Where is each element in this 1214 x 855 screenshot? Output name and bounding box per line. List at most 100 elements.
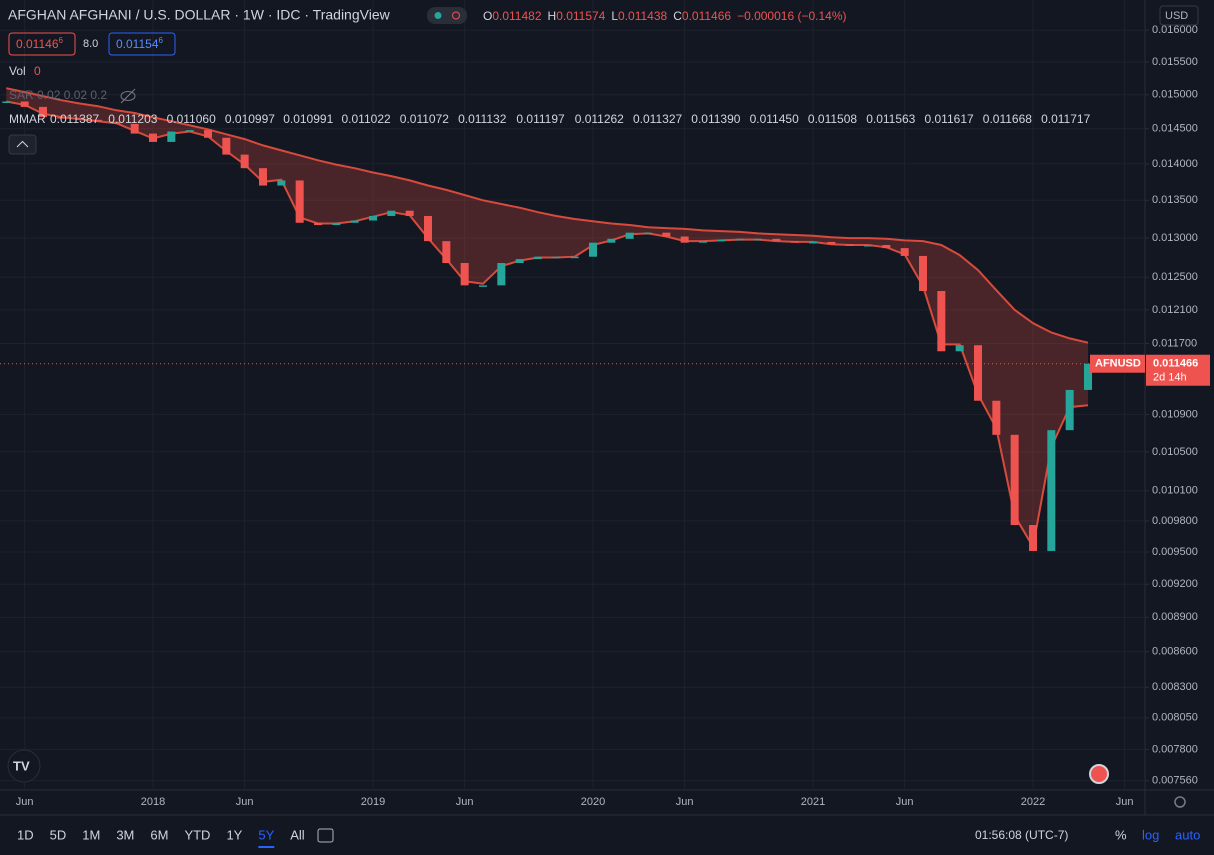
candle (94, 119, 102, 122)
range-button[interactable]: 1D (17, 827, 34, 842)
candle (75, 117, 84, 120)
candle (589, 242, 597, 257)
axis: 0.016000 0.015500 0.015000 0.014500 0.014000… (16, 24, 1210, 808)
x-tick-label: Jun (676, 796, 694, 808)
collapse-button[interactable] (8, 134, 37, 155)
mmar-value: 0.010997 (225, 112, 275, 126)
candle (222, 137, 231, 155)
flag-icon[interactable] (1089, 764, 1109, 784)
candle (204, 130, 212, 138)
candle (937, 291, 946, 352)
vol-value: 0 (34, 64, 41, 78)
range-button[interactable]: 5Y (258, 827, 274, 842)
y-tick-label: 0.008050 (1152, 712, 1198, 724)
y-tick-label: 0.008600 (1152, 646, 1198, 658)
candle (497, 262, 506, 286)
mmar-value: 0.011197 (516, 112, 565, 126)
range-button[interactable]: 6M (150, 827, 168, 842)
range-button[interactable]: 5D (50, 827, 67, 842)
candle (149, 133, 157, 142)
x-tick-label: 2020 (581, 796, 605, 808)
candle (900, 248, 909, 256)
price-label: 0.011466 (1153, 358, 1198, 370)
y-tick-label: 0.010500 (1152, 446, 1198, 458)
percent-toggle[interactable]: % (1115, 827, 1127, 842)
mmar-value: 0.011390 (691, 112, 740, 126)
candle (479, 285, 487, 287)
status-dot (452, 11, 460, 20)
x-tick-label: 2022 (1021, 796, 1045, 808)
candle (387, 210, 396, 216)
range-button[interactable]: 1M (82, 827, 100, 842)
x-tick-label: Jun (896, 796, 914, 808)
candle (534, 256, 542, 260)
x-tick-label: Jun (236, 796, 254, 808)
x-tick-label: 2018 (141, 796, 165, 808)
spread: 8.0 (83, 38, 98, 50)
hide-icon[interactable] (120, 88, 136, 104)
buy-box[interactable] (108, 32, 176, 56)
mmar-value: 0.011617 (925, 112, 974, 126)
mmar-value: 0.011203 (108, 112, 157, 126)
symbol-tag (1090, 354, 1145, 373)
range-button[interactable]: All (290, 827, 305, 842)
candle (1010, 434, 1019, 526)
range-button[interactable]: 3M (116, 827, 134, 842)
candle (992, 400, 1001, 435)
x-tick-label: Jun (456, 796, 474, 808)
vol-label: Vol (9, 64, 26, 78)
sell-box[interactable] (8, 32, 76, 56)
candle (680, 236, 689, 243)
mmar-value: 0.011060 (167, 112, 216, 126)
price-tag (1146, 354, 1210, 386)
price-sup: 6 (59, 36, 64, 45)
candle (1084, 363, 1092, 390)
candle (332, 222, 341, 226)
plot (0, 87, 1145, 551)
candle (295, 180, 304, 223)
settings-icon[interactable] (1174, 796, 1186, 808)
y-tick-label: 0.016000 (1152, 24, 1198, 36)
candle (662, 232, 671, 237)
status-dot (434, 12, 442, 19)
candle (240, 154, 249, 169)
ribbon-line (6, 100, 1089, 550)
countdown: 2d 14h (1153, 372, 1187, 384)
y-tick-label: 0.010900 (1152, 408, 1198, 420)
candle (809, 241, 817, 244)
y-tick-label: 0.012100 (1152, 304, 1198, 316)
candle (882, 245, 891, 249)
chevron (16, 140, 29, 148)
candle (607, 238, 616, 243)
date-range-icon[interactable] (317, 828, 334, 843)
candle (405, 210, 414, 216)
currency-button[interactable] (1159, 5, 1199, 26)
ohlc-value: 0.011466 (682, 9, 731, 23)
x-tick-label: 2021 (801, 796, 825, 808)
logo[interactable] (7, 749, 41, 783)
candle (2, 101, 11, 103)
candle (974, 345, 982, 401)
y-tick-label: 0.009500 (1152, 546, 1198, 558)
candle (369, 215, 377, 221)
candle (1065, 389, 1074, 431)
sell-price: 0.011466 (16, 36, 64, 51)
range-button[interactable]: 1Y (226, 827, 242, 842)
candle (20, 101, 29, 107)
price-main: 0.01146 (16, 37, 59, 51)
log-toggle[interactable]: log (1142, 827, 1159, 842)
currency: USD (1165, 10, 1188, 22)
auto-toggle[interactable]: auto (1175, 827, 1200, 842)
status-pill[interactable] (427, 7, 467, 24)
mmar-value: 0.011132 (458, 112, 507, 126)
mmar-value: 0.011072 (400, 112, 449, 126)
ohlc: O0.011482 H0.011574 L0.011438 C0.011466 −0.0… (483, 9, 846, 23)
candle (39, 106, 47, 118)
range-button[interactable]: YTD (184, 827, 210, 842)
change: −0.000016 (−0.14%) (737, 9, 846, 23)
candle (185, 130, 194, 132)
mmar-value: 0.010991 (283, 112, 333, 126)
mmar-label: MMAR (9, 112, 46, 126)
